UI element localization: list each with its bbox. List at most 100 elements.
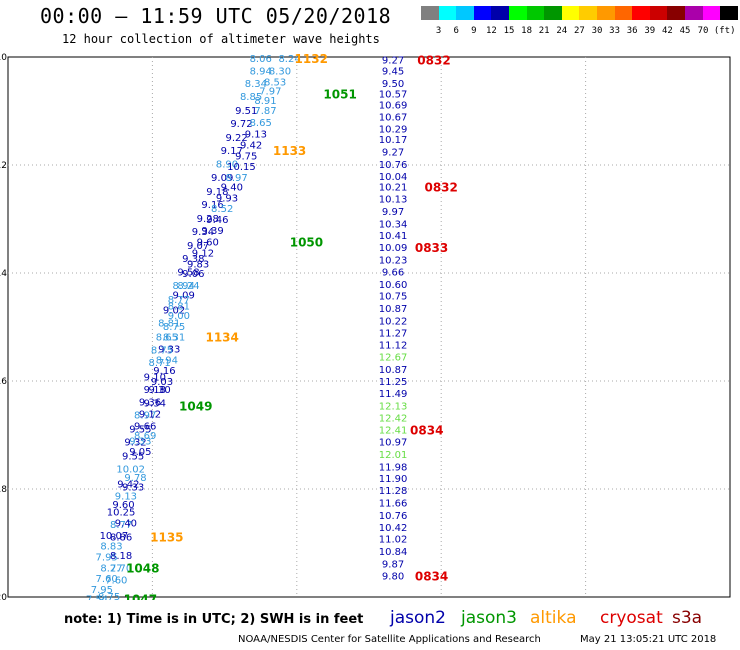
swh-value: 10.07 — [100, 531, 129, 542]
swh-value: 9.10 — [144, 373, 166, 384]
swh-value: 8.83 — [100, 542, 122, 553]
swh-value: 9.75 — [235, 151, 257, 162]
swh-value: 9.55 — [122, 452, 144, 463]
swh-value: 10.42 — [379, 523, 408, 534]
swh-value: 11.90 — [379, 474, 408, 485]
swh-value: 12.41 — [379, 426, 408, 437]
swh-value: 8.94 — [156, 355, 178, 366]
pass-time-label: 0832 — [417, 54, 450, 68]
swh-value: 11.98 — [379, 462, 408, 473]
swh-value: 7.54 — [86, 595, 108, 600]
pass-time-label: 1048 — [126, 561, 159, 575]
swh-value: 8.69 — [134, 431, 156, 442]
swh-value: 8.71 — [148, 358, 170, 369]
swh-value: 9.40 — [221, 183, 243, 194]
y-tick-label: -18 — [0, 485, 7, 495]
swh-value: 8.18 — [110, 551, 132, 562]
swh-value: 10.34 — [379, 219, 408, 230]
swh-value: 7.70 — [110, 563, 132, 574]
swh-value: 12.42 — [379, 414, 408, 425]
swh-value: 7.60 — [105, 576, 127, 587]
legend-label: 33 — [609, 26, 621, 36]
swh-value: 9.17 — [221, 146, 243, 157]
swh-value: 9.22 — [226, 133, 248, 144]
swh-value: 9.80 — [382, 571, 404, 582]
swh-value: 8.81 — [168, 301, 190, 312]
swh-value: 8.97 — [226, 173, 248, 184]
pass-time-label: 0834 — [415, 569, 448, 583]
swh-value: 9.34 — [192, 227, 214, 238]
swh-value: 8.94 — [173, 281, 195, 292]
swh-value: 9.27 — [382, 56, 404, 67]
swh-value: 8.24 — [177, 281, 199, 292]
swh-value: 9.97 — [382, 207, 404, 218]
pass-time-labels: 1132 0832 1051 1133 0832 1050 0833 1134 1049 0834… — [124, 52, 458, 600]
legend-swatch — [632, 6, 651, 20]
pass-time-label: 1135 — [150, 531, 183, 545]
legend-label: 15 — [503, 26, 515, 36]
swh-value: 9.33 — [129, 436, 151, 447]
legend-s3a: s3a — [672, 608, 703, 628]
swh-value: 9.12 — [139, 409, 161, 420]
swh-value: 7.95 — [91, 585, 113, 596]
swh-value: 9.72 — [230, 119, 252, 130]
legend-label: 39 — [644, 26, 656, 36]
swh-value: 7.60 — [96, 574, 118, 585]
swh-value: 10.57 — [379, 90, 408, 101]
swh-value: 11.66 — [379, 499, 408, 510]
pass-time-label: 1134 — [205, 331, 238, 345]
swh-value: 10.22 — [379, 317, 408, 328]
swh-value: 9.58 — [177, 267, 199, 278]
legend-swatch — [438, 6, 457, 20]
swh-value: 8.52 — [211, 204, 233, 215]
swh-value: 9.16 — [201, 200, 223, 211]
y-tick-label: -16 — [0, 377, 7, 387]
swh-value: 7.95 — [96, 553, 118, 564]
legend-label: 24 — [556, 26, 568, 36]
swh-value: 8.34 — [245, 79, 267, 90]
swh-value: 12.13 — [379, 401, 408, 412]
swh-value: 8.91 — [254, 96, 276, 107]
legend-swatch — [473, 6, 492, 20]
pass-time-label: 0832 — [424, 181, 457, 195]
swh-value: 9.18 — [206, 187, 228, 198]
pass-time-label: 0833 — [415, 241, 448, 255]
swh-value: 10.87 — [379, 304, 408, 315]
swh-value: 9.38 — [182, 254, 204, 265]
swh-value: 10.76 — [379, 511, 408, 522]
legend-swatch — [421, 6, 439, 20]
swh-value: 8.30 — [269, 67, 291, 78]
pass-time-label: 1047 — [124, 593, 157, 600]
pass-time-label: 1132 — [295, 52, 328, 66]
swh-value: 10.29 — [379, 124, 408, 135]
legend-swatch — [544, 6, 563, 20]
legend-swatch — [526, 6, 545, 20]
swh-value: 11.12 — [379, 340, 408, 351]
y-tick-label: -12 — [0, 161, 7, 171]
swh-value: 9.46 — [206, 215, 228, 226]
swh-value: 10.21 — [379, 183, 408, 194]
legend-jason2: jason2 — [390, 608, 446, 628]
legend-swatch — [491, 6, 510, 20]
swh-value: 11.25 — [379, 377, 408, 388]
swh-value: 8.31 — [163, 333, 185, 344]
swh-value: 8.86 — [110, 533, 132, 544]
swh-value: 9.06 — [182, 269, 204, 280]
y-tick-labels: -10 -12 -14 -16 -18 -20 — [0, 53, 7, 600]
pass-time-label: 1050 — [290, 236, 323, 250]
swh-value: 9.66 — [134, 421, 156, 432]
swh-value: 9.50 — [382, 79, 404, 90]
swh-value: 9.09 — [173, 291, 195, 302]
legend-cryosat: cryosat — [600, 608, 663, 628]
swh-value: 11.49 — [379, 389, 408, 400]
legend-swatch — [685, 6, 703, 20]
swh-value: 11.02 — [379, 535, 408, 546]
swh-value: 9.12 — [192, 248, 214, 259]
swh-value: 9.60 — [112, 500, 134, 511]
legend-label: 18 — [521, 26, 533, 36]
swh-value: 9.36 — [139, 398, 161, 409]
swh-value: 9.87 — [382, 560, 404, 571]
swh-value: 9.13 — [245, 130, 267, 141]
swh-value: 10.17 — [379, 135, 408, 146]
swh-value: 9.30 — [148, 385, 170, 396]
